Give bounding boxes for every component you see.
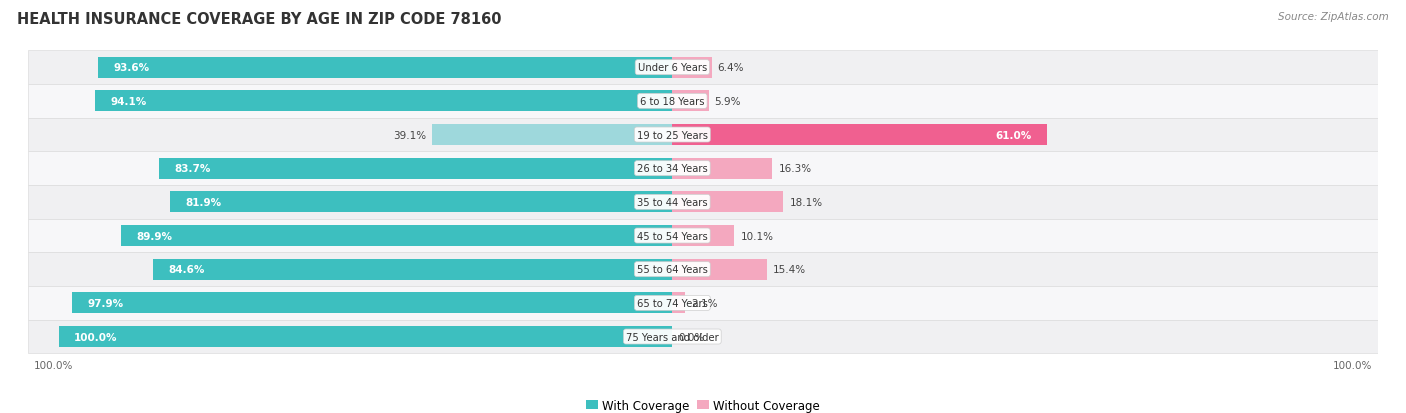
Text: Source: ZipAtlas.com: Source: ZipAtlas.com (1278, 12, 1389, 22)
Legend: With Coverage, Without Coverage: With Coverage, Without Coverage (581, 394, 825, 413)
Bar (159, 158, 672, 179)
Text: 35 to 44 Years: 35 to 44 Years (637, 197, 707, 207)
Text: 65 to 74 Years: 65 to 74 Years (637, 298, 707, 308)
Text: 6.4%: 6.4% (717, 63, 744, 73)
Bar (672, 225, 734, 247)
Text: 5.9%: 5.9% (714, 97, 741, 107)
Text: 45 to 54 Years: 45 to 54 Years (637, 231, 707, 241)
Bar (672, 192, 783, 213)
Text: 39.1%: 39.1% (394, 130, 426, 140)
Text: 83.7%: 83.7% (174, 164, 211, 174)
Text: Under 6 Years: Under 6 Years (638, 63, 707, 73)
Text: 6 to 18 Years: 6 to 18 Years (640, 97, 704, 107)
Bar (59, 326, 672, 347)
Bar (28, 253, 1378, 286)
Bar (153, 259, 672, 280)
Bar (72, 293, 672, 313)
Text: 15.4%: 15.4% (773, 265, 806, 275)
Text: 89.9%: 89.9% (136, 231, 172, 241)
Text: 81.9%: 81.9% (186, 197, 221, 207)
Bar (28, 185, 1378, 219)
Bar (28, 85, 1378, 119)
Text: 61.0%: 61.0% (995, 130, 1031, 140)
Text: HEALTH INSURANCE COVERAGE BY AGE IN ZIP CODE 78160: HEALTH INSURANCE COVERAGE BY AGE IN ZIP … (17, 12, 502, 27)
Text: 16.3%: 16.3% (779, 164, 811, 174)
Bar (28, 119, 1378, 152)
Text: 0.0%: 0.0% (679, 332, 704, 342)
Bar (170, 192, 672, 213)
Text: 2.1%: 2.1% (692, 298, 718, 308)
Text: 26 to 34 Years: 26 to 34 Years (637, 164, 707, 174)
Text: 19 to 25 Years: 19 to 25 Years (637, 130, 707, 140)
Text: 100.0%: 100.0% (75, 332, 118, 342)
Text: 94.1%: 94.1% (110, 97, 146, 107)
Text: 100.0%: 100.0% (1333, 360, 1372, 370)
Bar (672, 125, 1046, 146)
Text: 100.0%: 100.0% (34, 360, 73, 370)
Bar (28, 320, 1378, 354)
Bar (28, 152, 1378, 185)
Text: 97.9%: 97.9% (87, 298, 124, 308)
Bar (433, 125, 672, 146)
Bar (672, 293, 685, 313)
Text: 10.1%: 10.1% (741, 231, 773, 241)
Text: 18.1%: 18.1% (790, 197, 823, 207)
Text: 84.6%: 84.6% (169, 265, 205, 275)
Bar (121, 225, 672, 247)
Bar (672, 58, 711, 78)
Bar (672, 158, 772, 179)
Bar (96, 91, 672, 112)
Text: 75 Years and older: 75 Years and older (626, 332, 718, 342)
Bar (672, 259, 766, 280)
Text: 93.6%: 93.6% (114, 63, 149, 73)
Bar (98, 58, 672, 78)
Bar (672, 91, 709, 112)
Bar (28, 51, 1378, 85)
Bar (28, 219, 1378, 253)
Text: 55 to 64 Years: 55 to 64 Years (637, 265, 707, 275)
Bar (28, 286, 1378, 320)
